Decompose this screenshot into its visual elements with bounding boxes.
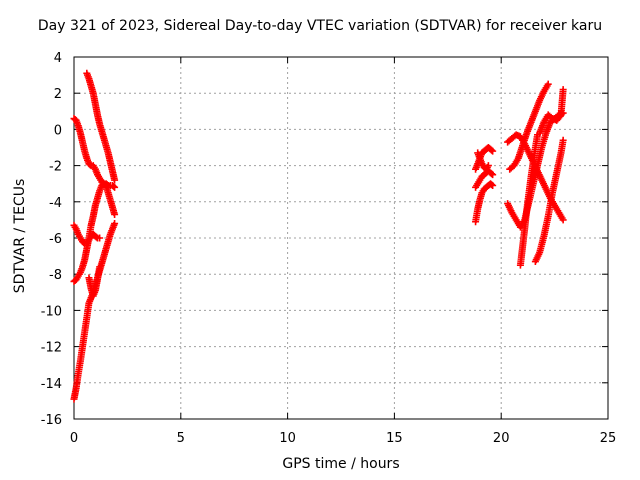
data-point (110, 182, 118, 190)
series-13 (506, 80, 552, 173)
data-point (111, 210, 119, 218)
data-point (488, 146, 496, 154)
x-tick-label: 25 (600, 431, 617, 446)
data-point (488, 181, 496, 189)
data-point (111, 220, 119, 228)
series-14 (516, 131, 542, 269)
data-point (96, 263, 104, 271)
series-8 (472, 167, 497, 191)
series-10 (474, 149, 492, 173)
data-point (86, 161, 94, 169)
series-16 (536, 86, 567, 137)
data-point (92, 233, 100, 241)
series-4 (70, 221, 104, 247)
data-point (96, 234, 104, 242)
series-2 (83, 69, 119, 184)
data-point (544, 80, 552, 88)
y-tick-label: 0 (54, 123, 62, 138)
x-tick-label: 15 (386, 431, 403, 446)
data-points (70, 69, 567, 403)
x-tick-label: 0 (70, 431, 78, 446)
y-tick-label: -14 (41, 377, 62, 392)
y-tick-label: 2 (54, 87, 62, 102)
y-axis-label: SDTVAR / TECUs (12, 178, 28, 294)
chart-title: Day 321 of 2023, Sidereal Day-to-day VTE… (37, 18, 603, 34)
series-9 (472, 180, 497, 226)
y-tick-label: -12 (41, 341, 62, 356)
x-tick-label: 5 (177, 431, 185, 446)
x-tick-label: 20 (493, 431, 510, 446)
y-tick-label: 4 (54, 51, 62, 66)
data-point (484, 162, 492, 170)
data-point (489, 147, 497, 155)
data-point (111, 176, 119, 184)
data-point (489, 171, 497, 179)
data-point (559, 86, 567, 94)
y-tick-label: -10 (41, 304, 62, 319)
data-point (489, 182, 497, 190)
axis-ticks: 0 5 10 15 20 25 -16 -14 -12 -10 -8 -6 -4 -2 0 2 4 (41, 51, 617, 446)
y-tick-label: -8 (49, 268, 62, 283)
series-5 (70, 220, 119, 403)
grid-lines (74, 57, 608, 419)
data-point (111, 183, 119, 191)
data-point (556, 112, 564, 120)
y-tick-label: -4 (49, 196, 62, 211)
data-point (559, 216, 567, 224)
y-tick-label: -2 (49, 160, 62, 175)
x-axis-label: GPS time / hours (282, 456, 400, 472)
y-tick-label: -6 (49, 232, 62, 247)
x-tick-label: 10 (279, 431, 296, 446)
series-6 (85, 263, 104, 300)
data-point (80, 239, 88, 247)
data-point (559, 136, 567, 144)
data-point (488, 170, 496, 178)
series-15 (531, 136, 567, 266)
y-tick-label: -16 (41, 413, 62, 428)
